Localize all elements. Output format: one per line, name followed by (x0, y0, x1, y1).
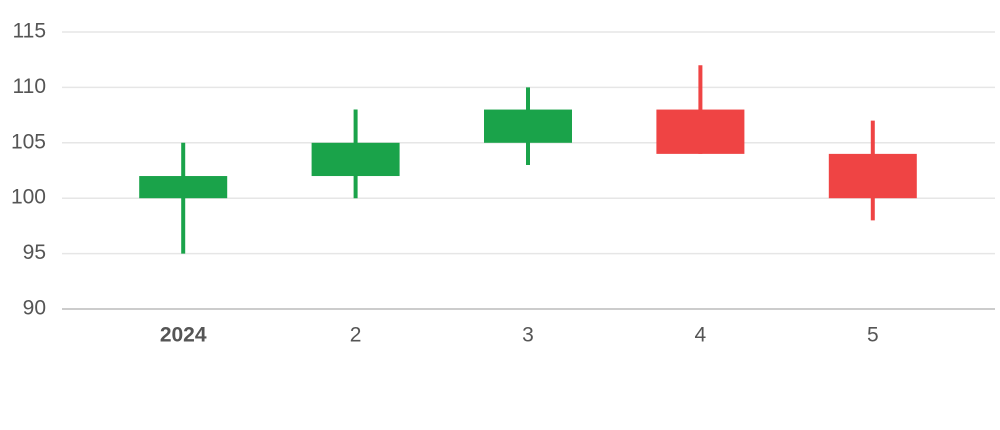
candle-body (484, 109, 572, 143)
y-tick-label: 90 (23, 297, 46, 320)
y-tick-label: 115 (13, 20, 46, 43)
candle-body (311, 142, 400, 177)
x-tick-label: 2024 (160, 324, 207, 347)
candle-body (139, 176, 228, 199)
x-tick-label: 2 (350, 324, 362, 347)
x-tick-label: 4 (695, 324, 707, 347)
y-tick-label: 105 (11, 130, 46, 153)
x-tick-label: 5 (867, 324, 879, 347)
candle-body (828, 153, 917, 199)
y-tick-label: 95 (23, 241, 46, 264)
y-tick-label: 100 (11, 186, 46, 209)
y-tick-label: 110 (13, 75, 46, 98)
x-tick-label: 3 (522, 324, 534, 347)
candle-body (656, 109, 745, 154)
